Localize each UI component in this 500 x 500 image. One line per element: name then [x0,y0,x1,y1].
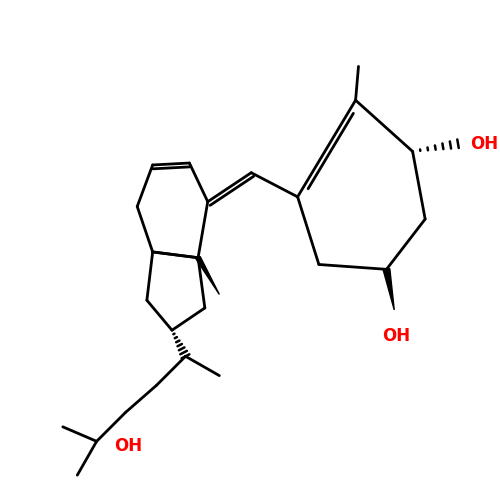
Text: OH: OH [470,134,498,152]
Polygon shape [196,256,220,294]
Text: OH: OH [114,437,142,455]
Polygon shape [383,268,394,310]
Text: OH: OH [382,328,410,345]
